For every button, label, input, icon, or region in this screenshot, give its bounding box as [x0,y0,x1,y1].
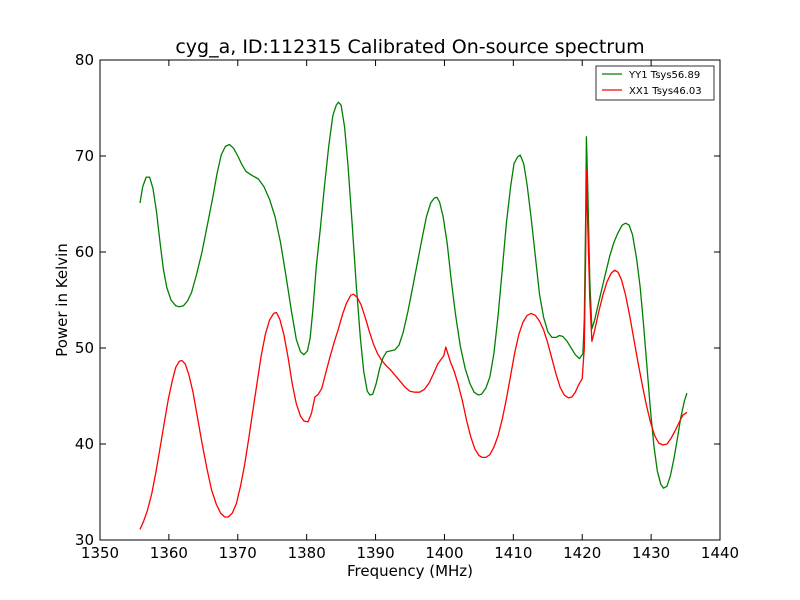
x-tick-label: 1380 [288,544,326,562]
axis-ticks: 1350 1360 1370 1380 1390 1400 1410 1420 1430 1440… [75,51,739,562]
x-tick-label: 1360 [150,544,188,562]
chart-title: cyg_a, ID:112315 Calibrated On-source sp… [175,36,644,58]
y-tick-label: 40 [75,435,94,453]
y-tick-label: 60 [75,243,94,261]
x-tick-label: 1350 [81,544,119,562]
legend: YY1 Tsys56.89 XX1 Tsys46.03 [595,65,715,101]
x-tick-label: 1390 [356,544,394,562]
y-axis-label: Power in Kelvin [53,243,71,357]
y-tick-label: 30 [75,531,94,549]
x-tick-label: 1420 [563,544,601,562]
series-line-0 [139,101,688,489]
y-tick-label: 80 [75,51,94,69]
x-axis-label: Frequency (MHz) [347,562,473,580]
x-tick-label: 1370 [219,544,257,562]
y-tick-label: 50 [75,339,94,357]
legend-label-xx1: XX1 Tsys46.03 [629,86,702,97]
y-tick-label: 70 [75,147,94,165]
x-tick-label: 1400 [425,544,463,562]
x-tick-label: 1410 [494,544,532,562]
legend-label-yy1: YY1 Tsys56.89 [628,70,700,81]
x-tick-label: 1430 [632,544,670,562]
legend-box [595,65,715,101]
x-tick-label: 1440 [701,544,739,562]
series-layer [139,101,688,530]
series-line-1 [139,169,688,530]
plot-area-frame [99,59,721,541]
